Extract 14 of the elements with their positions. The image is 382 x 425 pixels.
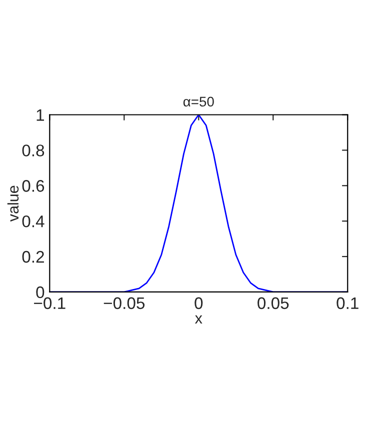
y-tick-label: 0.2: [22, 250, 44, 263]
y-tick-label: 0.6: [22, 180, 44, 192]
y-tick-label: 0: [36, 286, 44, 298]
y-axis-title: value: [7, 186, 19, 222]
x-tick-label: 0: [194, 297, 203, 310]
x-tick-label: −0.1: [34, 297, 66, 310]
x-tick-label: 0.1: [336, 297, 358, 310]
x-tick-label: −0.05: [104, 297, 145, 310]
y-tick-label: 1: [36, 109, 44, 121]
x-tick-label: 0.05: [258, 297, 289, 310]
chart-title: α=50: [183, 96, 214, 107]
x-axis-title: x: [194, 315, 202, 324]
y-tick-label: 0.8: [22, 144, 44, 156]
y-tick-label: 0.4: [22, 215, 44, 228]
